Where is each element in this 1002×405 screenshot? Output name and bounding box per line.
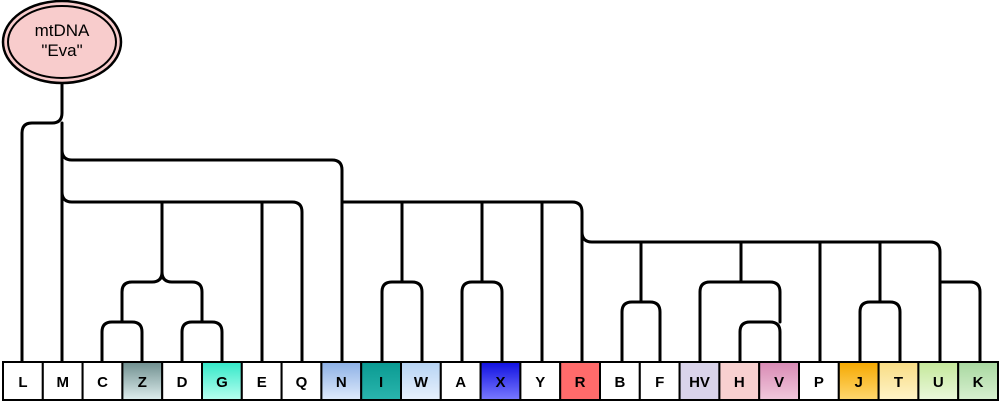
branch-U-K (938, 270, 982, 364)
branch-CZ-DG (120, 270, 204, 324)
haplogroup-label-a: A (455, 374, 466, 391)
haplogroup-label-u: U (933, 374, 944, 391)
branch-J-T (858, 300, 902, 364)
haplogroup-label-p: P (814, 374, 824, 391)
haplogroup-label-g: G (216, 374, 228, 391)
haplogroup-box-n (320, 361, 363, 401)
haplogroup-box-j (837, 361, 880, 401)
haplogroup-label-f: F (655, 374, 664, 391)
branch-root-L (20, 82, 64, 364)
branch-N-descendants (340, 200, 584, 364)
haplogroup-label-y: Y (535, 374, 545, 391)
haplogroup-label-h: H (734, 374, 745, 391)
haplogroup-box-r (559, 361, 602, 401)
haplogroup-label-c: C (97, 374, 108, 391)
haplogroup-box-g (201, 361, 243, 401)
haplogroup-box-z (121, 361, 164, 401)
haplogroup-box-a (439, 361, 482, 401)
root-label-line1: mtDNA (35, 21, 90, 40)
haplogroup-label-l: L (18, 374, 27, 391)
haplogroup-label-m: M (56, 374, 69, 391)
haplogroup-label-k: K (973, 374, 984, 391)
haplogroup-label-q: Q (296, 374, 308, 391)
haplogroup-box-y (519, 361, 562, 401)
haplogroup-label-i: I (379, 374, 383, 391)
branch-HV-HV (698, 280, 782, 364)
haplogroup-label-j: J (855, 374, 863, 391)
haplogroup-box-w (400, 361, 442, 401)
root-label-line2: "Eva" (41, 41, 82, 60)
haplogroup-row: L M C Z D G E Q N I W A X Y R B F HV H V P J T U K (2, 361, 1000, 401)
tree-branches (20, 82, 982, 364)
branch-M-descendants (60, 190, 304, 364)
haplogroup-box-x (479, 361, 522, 401)
branch-H-V (738, 280, 782, 364)
branch-C-Z (100, 320, 144, 364)
haplogroup-box-i (360, 361, 403, 401)
branch-I-W (380, 280, 424, 364)
haplogroup-box-k (957, 361, 1000, 401)
haplogroup-label-z: Z (138, 374, 147, 391)
haplogroup-box-l (2, 361, 44, 401)
haplogroup-box-p (798, 361, 840, 401)
root-ellipse-inner (7, 5, 117, 79)
branch-A-X (460, 280, 504, 364)
haplogroup-box-m (41, 361, 84, 401)
haplogroup-label-d: D (177, 374, 188, 391)
branch-D-G (180, 320, 224, 364)
haplogroup-box-f (638, 361, 681, 401)
haplogroup-label-t: T (894, 374, 903, 391)
haplogroup-label-x: X (495, 374, 505, 391)
haplogroup-box-q (280, 361, 323, 401)
branch-to-N (60, 148, 344, 364)
haplogroup-label-n: N (336, 374, 347, 391)
root-ellipse-outer (1, 0, 123, 85)
haplogroup-box-hv (678, 361, 721, 401)
branch-R-descendants (580, 230, 942, 274)
haplogroup-box-e (240, 361, 283, 401)
root-node: mtDNA "Eva" (1, 0, 123, 85)
haplogroup-label-e: E (257, 374, 267, 391)
haplogroup-label-b: B (614, 374, 625, 391)
haplogroup-label-hv: HV (689, 374, 710, 391)
haplogroup-label-v: V (774, 374, 784, 391)
branch-B-F (620, 300, 662, 364)
haplogroup-box-h (718, 361, 761, 401)
haplogroup-label-w: W (414, 374, 429, 391)
haplogroup-label-r: R (575, 374, 586, 391)
